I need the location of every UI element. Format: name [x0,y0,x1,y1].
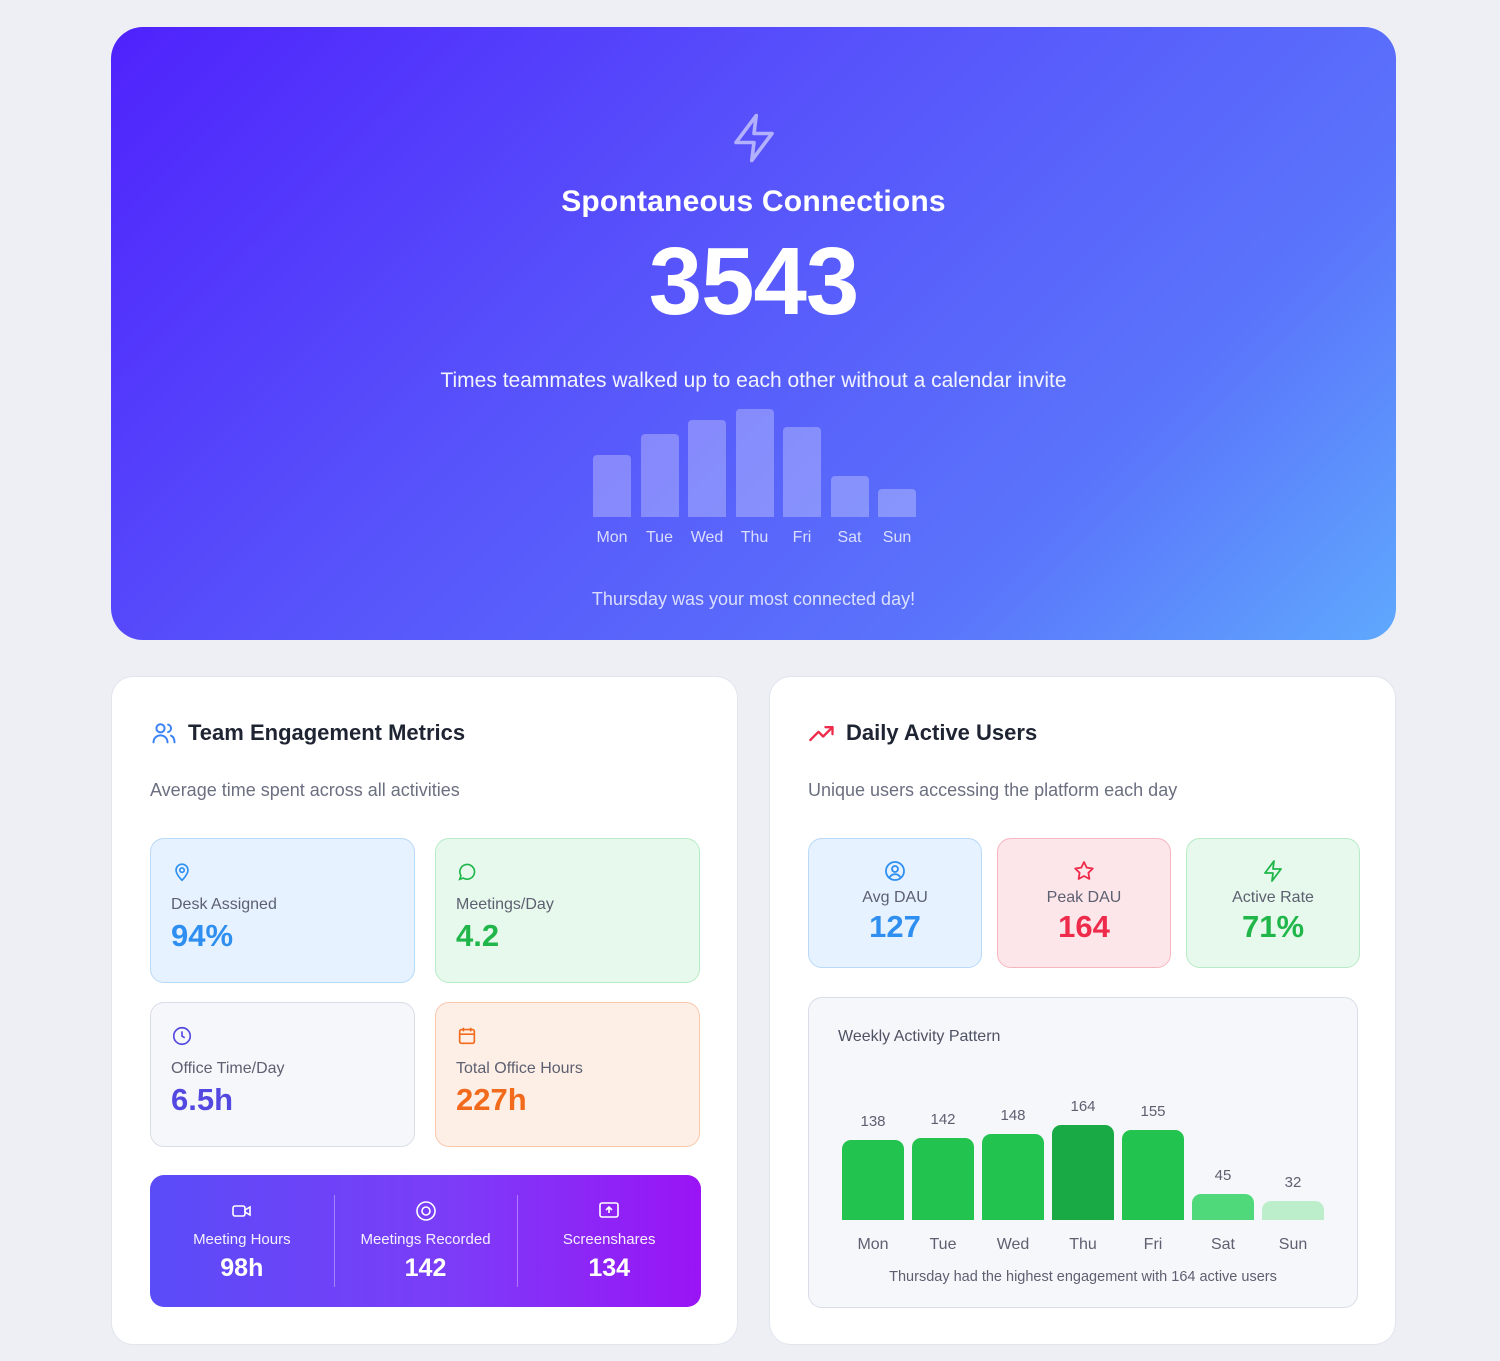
metric-label: Desk Assigned [171,896,277,913]
hero-bar-sun [878,489,916,517]
stat-label: Meeting Hours [193,1231,291,1248]
hero-bar-fri [783,427,821,517]
stat-meetings-recorded: Meetings Recorded 142 [333,1175,518,1307]
weekly-bar-tue [912,1137,974,1220]
metric-label: Office Time/Day [171,1060,285,1077]
dau-value: 71% [1241,909,1305,944]
metric-value: 227h [456,1082,527,1117]
weekly-bar-chart: 138 Mon 142 Tue 148 Wed 164 Thu 155 Fri 45 Sat 32 Sun [842,1088,1326,1254]
dau-value: 127 [869,909,921,944]
dau-card-peak: Peak DAU 164 [997,838,1171,968]
hero-day-label: Mon [596,529,628,546]
metric-value: 6.5h [171,1082,234,1117]
hero-note: Thursday was your most connected day! [591,589,916,609]
hero-bar-tue [640,434,679,517]
hero-day-label: Sun [882,529,912,546]
weekly-day-label: Mon [857,1236,889,1253]
lightning-icon [733,113,774,163]
weekly-bar-fri [1122,1130,1184,1220]
weekly-value-label: 164 [1070,1098,1096,1115]
hero-bar-mon [593,455,631,517]
hero-day-label: Fri [792,529,812,546]
clock-icon [172,1026,192,1046]
record-icon [415,1201,436,1221]
hero-day-label: Wed [690,529,724,546]
weekly-value-label: 142 [930,1110,956,1128]
user-circle-icon [885,861,905,881]
dau-label: Avg DAU [862,889,928,906]
weekly-value-label: 138 [860,1113,886,1131]
screenshare-icon [599,1202,619,1218]
hero-title: Spontaneous Connections [561,185,946,218]
weekly-day-label: Sun [1278,1236,1308,1253]
weekly-note: Thursday had the highest engagement with… [889,1269,1277,1285]
weekly-value-label: 32 [1284,1174,1302,1192]
stat-value: 134 [588,1254,631,1282]
card-header: Team Engagement Metrics [150,719,465,747]
weekly-activity-panel: Weekly Activity Pattern 138 Mon 142 Tue 148 W… [808,997,1358,1308]
weekly-day-label: Thu [1069,1236,1097,1253]
dau-card-active-rate: Active Rate 71% [1186,838,1360,968]
users-icon [152,723,176,744]
card-header: Daily Active Users [808,719,1037,747]
weekly-day-label: Wed [996,1236,1030,1253]
metric-label: Total Office Hours [456,1060,583,1077]
metric-total-office-hours: Total Office Hours 227h [435,1002,700,1147]
weekly-value-label: 148 [1000,1107,1026,1125]
hero-number: 3543 [648,228,860,335]
stat-label: Meetings Recorded [360,1231,491,1248]
map-pin-icon [175,863,189,882]
hero-bar-wed [688,420,726,517]
hero-bar-sat [830,476,869,517]
team-engagement-card: Team Engagement Metrics Average time spe… [111,676,738,1345]
weekly-title: Weekly Activity Pattern [838,1028,1001,1045]
daily-active-users-card: Daily Active Users Unique users accessin… [769,676,1396,1345]
weekly-bar-wed [982,1134,1044,1220]
stat-value: 142 [404,1254,447,1282]
meeting-stats-band: Meeting Hours 98h Meetings Recorded 142 … [150,1175,701,1307]
hero-banner: Spontaneous Connections 3543 Times teamm… [111,27,1396,640]
hero-day-label: Thu [740,529,769,546]
weekly-day-label: Sat [1210,1236,1235,1253]
dau-card-avg: Avg DAU 127 [808,838,982,968]
weekly-bar-mon [842,1140,904,1220]
star-icon [1074,861,1094,880]
weekly-day-label: Tue [929,1236,957,1253]
weekly-value-label: 155 [1140,1103,1166,1121]
stat-value: 98h [220,1254,264,1282]
lightning-icon [1264,860,1282,882]
weekly-bar-sat [1192,1193,1254,1220]
metric-meetings-per-day: Meetings/Day 4.2 [435,838,700,983]
video-camera-icon [232,1205,251,1217]
dau-value: 164 [1058,909,1110,944]
card-subtitle: Unique users accessing the platform each… [808,780,1178,800]
hero-subtitle: Times teammates walked up to each other … [440,369,1067,392]
weekly-bar-sun [1262,1201,1324,1220]
metric-office-time: Office Time/Day 6.5h [150,1002,415,1147]
hero-day-label: Sat [837,529,862,546]
stat-label: Screenshares [562,1231,656,1248]
dau-label: Peak DAU [1046,889,1122,906]
calendar-icon [458,1027,476,1045]
hero-bar-thu [735,409,774,517]
metric-label: Meetings/Day [456,896,554,913]
weekly-day-label: Fri [1143,1236,1163,1253]
card-subtitle: Average time spent across all activities [150,780,460,800]
metric-desk-assigned: Desk Assigned 94% [150,838,415,983]
card-title: Team Engagement Metrics [188,720,466,745]
weekly-value-label: 45 [1214,1166,1232,1184]
stat-meeting-hours: Meeting Hours 98h [150,1175,334,1307]
trending-up-icon [809,726,834,742]
card-title: Daily Active Users [846,720,1038,745]
hero-day-label: Tue [646,529,673,546]
chat-bubble-icon [458,863,476,881]
hero-bar-chart: Mon Tue Wed Thu Fri Sat Sun [591,407,921,547]
dau-label: Active Rate [1232,889,1314,906]
metric-value: 94% [171,918,234,953]
stat-screenshares: Screenshares 134 [517,1175,701,1307]
metric-value: 4.2 [456,918,500,953]
weekly-bar-thu [1052,1125,1114,1220]
